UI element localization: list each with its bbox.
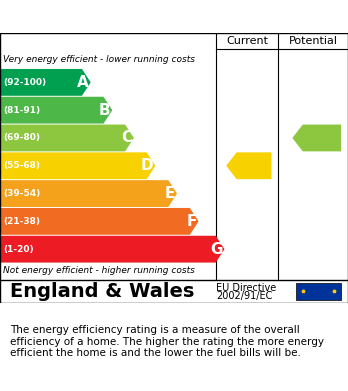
Text: A: A: [77, 75, 89, 90]
Text: (69-80): (69-80): [3, 133, 40, 142]
Text: Current: Current: [226, 36, 268, 46]
Text: (92-100): (92-100): [3, 78, 47, 87]
Polygon shape: [0, 180, 177, 207]
Text: 71: 71: [310, 131, 331, 145]
Text: England & Wales: England & Wales: [10, 282, 195, 301]
Text: EU Directive: EU Directive: [216, 283, 276, 293]
Text: E: E: [165, 186, 175, 201]
Text: Very energy efficient - lower running costs: Very energy efficient - lower running co…: [3, 55, 196, 64]
Text: C: C: [121, 131, 132, 145]
Text: (81-91): (81-91): [3, 106, 41, 115]
Text: F: F: [187, 214, 197, 229]
Polygon shape: [0, 236, 224, 263]
Text: (21-38): (21-38): [3, 217, 40, 226]
Text: (39-54): (39-54): [3, 189, 41, 198]
Text: Potential: Potential: [289, 36, 338, 46]
Text: (1-20): (1-20): [3, 245, 34, 254]
Bar: [296, 283, 341, 300]
Polygon shape: [292, 125, 341, 151]
Text: The energy efficiency rating is a measure of the overall efficiency of a home. T: The energy efficiency rating is a measur…: [10, 325, 324, 358]
Polygon shape: [0, 208, 199, 235]
Text: Energy Efficiency Rating: Energy Efficiency Rating: [50, 7, 298, 26]
Polygon shape: [226, 152, 271, 179]
Polygon shape: [0, 69, 91, 96]
Text: (55-68): (55-68): [3, 161, 40, 170]
Text: G: G: [210, 242, 223, 256]
Text: Not energy efficient - higher running costs: Not energy efficient - higher running co…: [3, 266, 195, 275]
Polygon shape: [0, 152, 156, 179]
Polygon shape: [0, 125, 134, 151]
Text: B: B: [99, 103, 111, 118]
Text: 2002/91/EC: 2002/91/EC: [216, 291, 272, 301]
Polygon shape: [0, 97, 112, 124]
Text: D: D: [141, 158, 154, 173]
Text: 55: 55: [242, 158, 263, 173]
